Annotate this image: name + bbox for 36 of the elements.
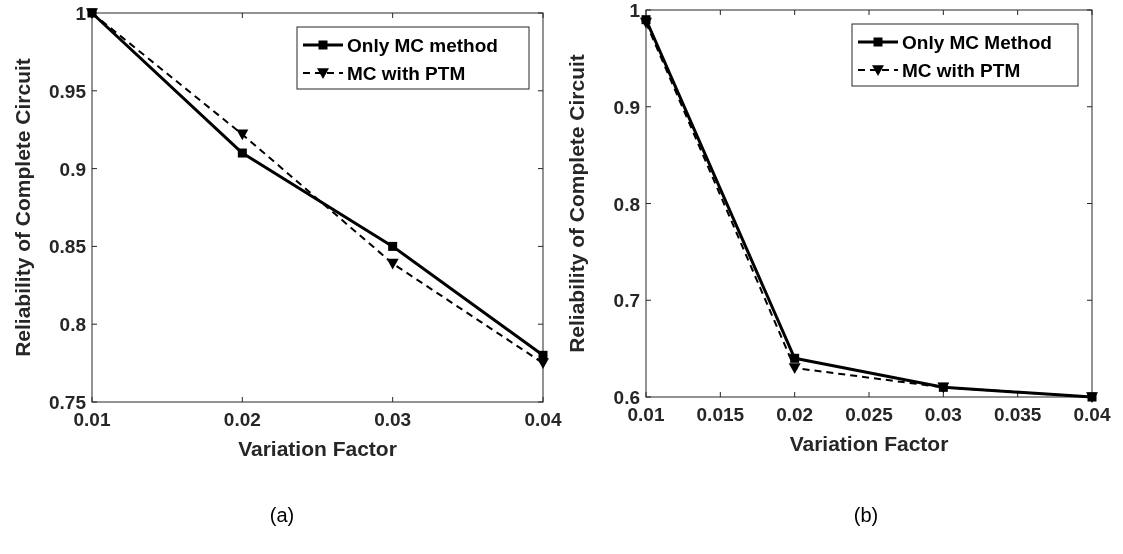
x-tick-label: 0.015	[696, 404, 745, 425]
point	[388, 241, 398, 251]
point	[237, 148, 247, 158]
point	[640, 17, 652, 29]
x-tick-label: 0.04	[524, 409, 562, 430]
x-axis-title: Variation Factor	[238, 437, 397, 460]
x-tick-label: 0.035	[993, 404, 1042, 425]
legend-label: MC with PTM	[347, 63, 466, 84]
y-tick-label: 0.85	[49, 236, 87, 258]
x-tick-label: 0.04	[1073, 404, 1111, 425]
x-tick-label: 0.02	[776, 404, 814, 425]
x-tick-label: 0.03	[374, 409, 412, 430]
x-axis-title: Variation Factor	[789, 432, 949, 455]
y-tick-label: 0.8	[613, 193, 640, 215]
point	[788, 363, 801, 374]
y-tick-label: 0.9	[59, 158, 86, 180]
x-tick-label: 0.03	[924, 404, 962, 425]
x-tick-label: 0.025	[845, 404, 894, 425]
legend-label: Only MC Method	[902, 32, 1052, 53]
point	[236, 129, 249, 141]
y-tick-label: 0.9	[613, 96, 640, 118]
legend-label: MC with PTM	[902, 60, 1021, 81]
point	[790, 353, 800, 363]
text: (a)	[269, 504, 295, 526]
y-tick-label: 1	[75, 3, 87, 24]
y-tick-label: 0.7	[613, 290, 640, 312]
y-axis-title: Reliability of Complete Circuit	[11, 58, 34, 357]
point	[537, 358, 549, 370]
y-tick-label: 0.95	[49, 80, 87, 102]
x-tick-label: 0.02	[223, 409, 261, 430]
y-tick-label: 0.8	[59, 314, 86, 336]
y-tick-label: 1	[629, 0, 641, 21]
y-axis-title: Reliability of Complete Circuit	[565, 54, 588, 353]
point	[386, 258, 399, 270]
legend-label: Only MC method	[347, 35, 498, 56]
text: (b)	[853, 504, 879, 526]
